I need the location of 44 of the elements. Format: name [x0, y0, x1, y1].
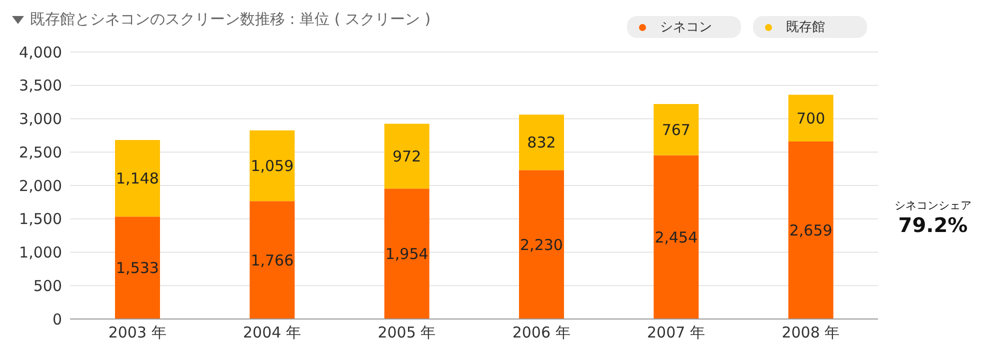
data-label: 2,659: [789, 222, 832, 240]
y-tick-label: 4,000: [19, 43, 62, 62]
x-tick-label: 2005 年: [378, 324, 436, 342]
legend-label: シネコン: [660, 19, 712, 36]
bar: [788, 142, 834, 319]
data-label: 1,533: [116, 259, 159, 278]
x-tick-label: 2003 年: [108, 324, 166, 342]
data-label: 1,954: [385, 245, 428, 264]
y-tick-label: 2,000: [19, 176, 62, 195]
data-label: 2,230: [520, 236, 563, 254]
text: シネコンシェア: [894, 198, 972, 213]
data-label: 832: [527, 134, 556, 152]
x-tick-label: 2004 年: [243, 324, 301, 342]
bar: [519, 114, 564, 170]
y-tick-label: 1,000: [19, 244, 62, 262]
bar: [250, 201, 295, 319]
x-tick-label: 2007 年: [647, 324, 705, 342]
bar: [654, 104, 699, 156]
data-label: 1,059: [250, 157, 294, 176]
data-label: 700: [796, 109, 826, 128]
y-tick-label: 2,500: [19, 143, 62, 162]
chart-title: 既存館とシネコンのスクリーン数推移 : 単位 ( スクリーン ): [30, 10, 431, 29]
data-label: 1,766: [250, 251, 294, 270]
bar: [384, 124, 430, 189]
data-label: 972: [392, 147, 422, 166]
bar: [250, 130, 295, 202]
bar: [654, 155, 699, 319]
bar: [519, 170, 564, 319]
bar: [115, 216, 160, 319]
y-tick-label: 1,500: [19, 210, 62, 228]
x-tick-label: 2006 年: [512, 324, 570, 342]
y-tick-label: 3,500: [19, 76, 62, 95]
y-tick-label: 0: [52, 310, 62, 328]
x-tick-label: 2008 年: [782, 324, 840, 342]
data-label: 1,148: [116, 170, 159, 188]
bar: [788, 94, 834, 142]
bar: [384, 188, 430, 319]
data-label: 2,454: [654, 228, 698, 246]
legend-label: 既存館: [786, 19, 825, 36]
y-tick-label: 500: [33, 276, 62, 295]
text: 79.2%: [897, 213, 969, 237]
data-label: 767: [662, 120, 690, 139]
bar: [115, 140, 160, 217]
y-tick-label: 3,000: [19, 110, 62, 128]
